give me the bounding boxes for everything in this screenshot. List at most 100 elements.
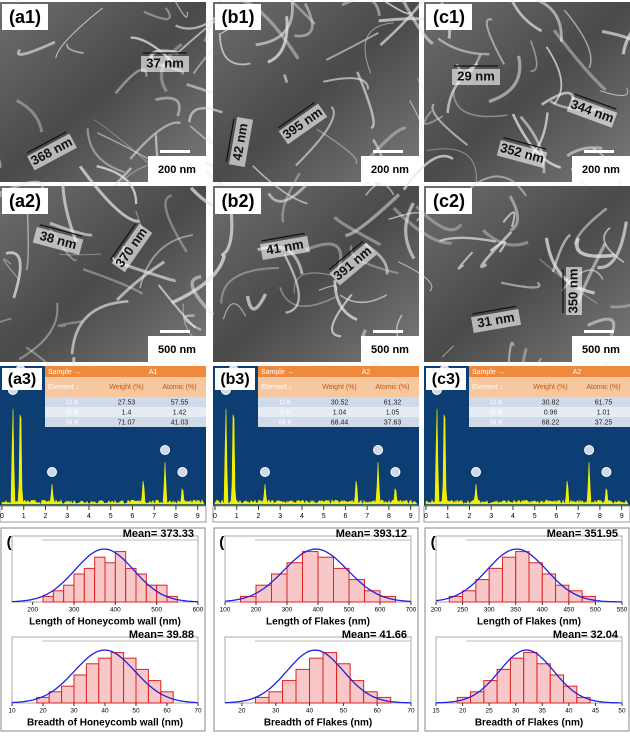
x-tick-label: 70 [407,708,415,715]
bar [126,568,136,602]
sem-texture [16,0,32,2]
bar [64,585,74,602]
table-cell: 57.55 [171,399,189,406]
table-cell: 0.96 [544,409,558,416]
x-tick-label: 1 [22,513,26,520]
x-axis-label: Breadth of Flakes (nm) [475,718,583,729]
x-tick-label: 10 [8,708,16,715]
x-tick-label: 500 [344,607,355,614]
x-tick-label: 4 [87,513,91,520]
bar [95,557,105,602]
bar [497,669,510,703]
table-cell: Ni K [279,419,293,426]
x-tick-label: 5 [109,513,113,520]
table-subheader: Weight (%) [109,384,144,391]
x-tick-label: 35 [539,708,547,715]
table-cell: Ni K [490,419,504,426]
x-tick-label: 600 [193,607,204,614]
x-tick-label: 50 [618,708,626,715]
bar [148,681,160,703]
peak-marker [261,468,270,477]
mean-label: Mean= 351.95 [547,528,618,540]
table-subheader: Element ↓ [48,384,79,391]
x-tick-label: 15 [432,708,440,715]
panel-label: (c3) [432,371,460,388]
bar [476,580,489,602]
x-tick-label: 6 [130,513,134,520]
table-cell: S K [67,409,79,416]
table-header: Sample → [261,369,294,376]
scale-bar-line [160,330,190,333]
x-tick-label: 300 [484,607,495,614]
bar [287,563,303,602]
x-tick-label: 45 [592,708,600,715]
x-tick-label: 9 [196,513,200,520]
bar [74,574,84,602]
table-subheader: Element ↓ [472,384,503,391]
x-tick-label: 600 [375,607,386,614]
panel-label: (b1) [222,7,255,27]
x-tick-label: 2 [257,513,261,520]
scale-label: 500 nm [371,344,409,356]
x-tick-label: 4 [511,513,515,520]
bar [350,681,364,703]
scale-bar-line [584,150,614,153]
table-cell: Ni K [66,419,80,426]
mean-label: Mean= 373.33 [123,528,194,540]
bar [99,658,111,703]
x-tick-label: 5 [322,513,326,520]
bar [86,664,98,703]
table-cell: S K [491,409,503,416]
x-tick-label: 20 [39,708,47,715]
x-tick-label: 700 [406,607,417,614]
x-tick-label: 2 [468,513,472,520]
x-tick-label: 400 [537,607,548,614]
scale-label: 200 nm [582,164,620,176]
x-axis-label: Length of Flakes (nm) [266,617,370,628]
peak-marker [472,468,481,477]
annotation: 29 nm [452,66,500,85]
table-cell: 27.53 [118,399,136,406]
bar [157,585,167,602]
table-cell: S K [280,409,292,416]
x-tick-label: 3 [65,513,69,520]
x-tick-label: 200 [431,607,442,614]
bar [516,552,529,602]
bar [463,591,476,602]
bar [524,653,537,703]
mean-label: Mean= 393.12 [336,528,407,540]
scale-bar-line [584,330,614,333]
bar [502,557,515,602]
bar [255,697,269,703]
peak-marker [391,468,400,477]
mean-label: Mean= 39.88 [129,629,194,641]
x-tick-label: 300 [69,607,80,614]
x-tick-label: 0 [213,513,217,520]
x-tick-label: 550 [617,607,628,614]
x-tick-label: 200 [27,607,38,614]
bar [556,585,569,602]
table-subheader: Weight (%) [322,384,357,391]
bar [529,563,542,602]
x-axis-label: Breadth of Honeycomb wall (nm) [27,718,183,729]
bar [537,664,550,703]
table-cell: 30.52 [331,399,349,406]
x-tick-label: 60 [374,708,382,715]
peak-marker [178,468,187,477]
table-cell: 37.63 [384,419,402,426]
annotation-label: 37 nm [146,55,184,70]
bar [296,669,310,703]
scale-label: 500 nm [582,344,620,356]
x-tick-label: 7 [365,513,369,520]
x-tick-label: 40 [306,708,314,715]
bar [510,658,523,703]
x-tick-label: 400 [313,607,324,614]
x-tick-label: 20 [238,708,246,715]
table-cell: 61.75 [595,399,613,406]
peak-marker [374,446,383,455]
x-tick-label: 7 [576,513,580,520]
bar [323,653,337,703]
x-tick-label: 8 [174,513,178,520]
